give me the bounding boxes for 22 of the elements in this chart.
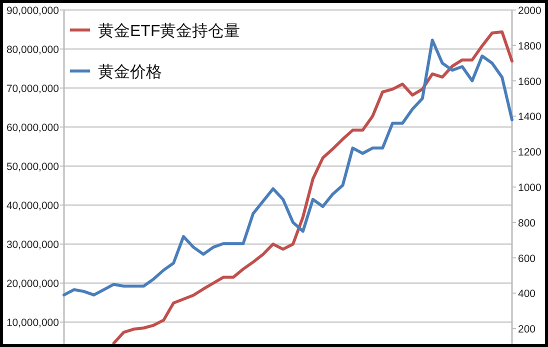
y2-tick-label: 200 (518, 324, 536, 336)
y-tick-label: 70,000,000 (6, 83, 60, 96)
y-tick-label: 90,000,000 (6, 5, 60, 17)
y-tick-label: 30,000,000 (6, 239, 60, 252)
y2-tick-label: 1000 (518, 182, 542, 194)
y2-tick-label: 2000 (518, 5, 542, 17)
y2-tick-label: 1200 (518, 146, 542, 159)
y2-tick-label: 1400 (518, 111, 542, 124)
legend-label: 黄金价格 (98, 63, 162, 81)
y-tick-label: 20,000,000 (6, 278, 60, 290)
y2-tick-label: 600 (518, 252, 536, 265)
y2-tick-label: 800 (518, 217, 536, 230)
y-tick-label: 60,000,000 (6, 122, 60, 134)
line-series (62, 38, 514, 296)
y-tick-label: 10,000,000 (6, 317, 60, 330)
y2-tick-label: 1800 (518, 40, 542, 52)
legend-label: 黄金ETF黄金持仓量 (98, 22, 240, 40)
y-tick-label: 50,000,000 (6, 161, 60, 174)
y-tick-label: 80,000,000 (6, 44, 60, 56)
y2-tick-label: 400 (518, 288, 536, 300)
y2-tick-label: 1600 (518, 76, 542, 88)
y-tick-label: 40,000,000 (6, 200, 60, 212)
